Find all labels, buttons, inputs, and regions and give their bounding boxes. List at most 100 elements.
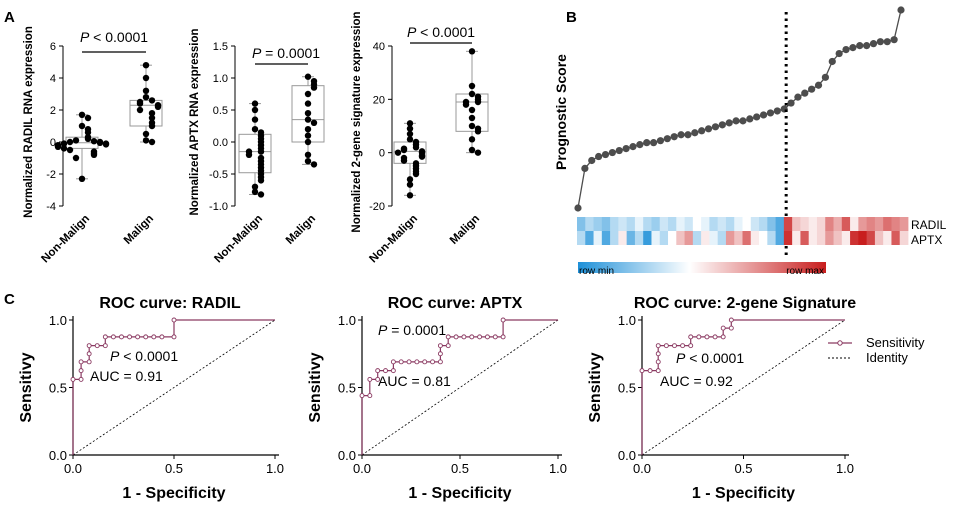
pvalue-rest: = 0.0001: [387, 322, 446, 338]
data-point: [84, 129, 92, 136]
roc-point: [437, 359, 443, 365]
prognostic-score-point: [601, 150, 610, 159]
data-point: [406, 130, 414, 138]
roc-point: [492, 334, 498, 340]
heatmap-cell: [684, 231, 694, 245]
heatmap-cell: [651, 217, 661, 231]
data-point: [412, 144, 420, 151]
roc-point: [655, 359, 661, 365]
roc-legend: Sensitivity Identity: [828, 335, 925, 365]
pvalue-p: P: [80, 29, 90, 45]
heatmap-legend-max: row max: [786, 266, 824, 277]
prognostic-score-point: [615, 146, 623, 155]
prognostic-score-point: [821, 73, 830, 81]
legend-identity-label: Identity: [866, 350, 908, 365]
roc-point: [390, 368, 396, 374]
roc-point: [102, 343, 108, 349]
prognostic-score-point: [746, 115, 754, 123]
roc-point: [171, 317, 177, 323]
roc-point: [445, 334, 451, 340]
roc-signature-ylabel: Sensitivy: [587, 352, 604, 422]
heatmap-cell: [825, 231, 834, 245]
roc-point: [655, 343, 661, 349]
boxplot-radil-category-malign: Malign: [122, 213, 156, 247]
roc-x-tick-label: 1.0: [549, 461, 567, 476]
roc-point: [696, 334, 702, 340]
prognostic-score-point: [890, 36, 898, 44]
heatmap-cell: [874, 231, 884, 245]
data-point: [304, 73, 312, 80]
prognostic-score-point: [643, 139, 651, 147]
boxplot-radil-pvalue: P < 0.0001: [80, 29, 148, 45]
roc-point: [704, 334, 710, 340]
pvalue-rest: = 0.0001: [261, 45, 320, 61]
prognostic-score-point: [622, 145, 630, 153]
prognostic-score-point: [869, 40, 878, 48]
heatmap-cell: [800, 217, 810, 231]
roc-radil-auc: AUC = 0.91: [90, 368, 163, 384]
heatmap-cell: [858, 231, 868, 245]
data-point: [102, 141, 110, 148]
data-point: [257, 148, 265, 155]
heatmap-cell: [585, 217, 594, 231]
boxplot-signature-pvalue: P < 0.0001: [407, 24, 475, 40]
heatmap-cell: [792, 231, 801, 245]
roc-point: [78, 359, 84, 365]
boxplot-aptx-pvalue: P = 0.0001: [252, 45, 320, 61]
heatmap-cell: [709, 217, 719, 231]
data-point: [142, 137, 150, 144]
heatmap-cell: [668, 217, 677, 231]
roc-point: [437, 343, 443, 349]
boxplot-signature-category-nonmalign: Non-Malign: [367, 213, 420, 266]
heatmap-cell: [899, 217, 909, 231]
roc-point: [102, 334, 108, 340]
data-point: [78, 122, 86, 130]
data-point: [142, 94, 150, 101]
data-point: [406, 125, 414, 132]
data-point: [310, 119, 318, 127]
heatmap-cell: [626, 217, 636, 231]
data-point: [406, 181, 414, 188]
boxplot-signature-category-malign: Malign: [448, 213, 482, 247]
roc-aptx-xlabel: 1 - Specificity: [408, 485, 511, 502]
roc-identity-line: [641, 319, 846, 456]
roc-y-tick-label: 0.5: [338, 381, 356, 396]
heatmap-legend-min: row min: [579, 266, 614, 277]
heatmap-cell: [676, 231, 685, 245]
prognostic-score-point: [842, 46, 850, 54]
roc-point: [70, 376, 76, 382]
roc-x-tick-label: 0.0: [633, 461, 651, 476]
heatmap-cell: [841, 217, 851, 231]
prognostic-score-point: [629, 143, 637, 151]
roc-point: [655, 351, 661, 357]
heatmap-cell: [610, 217, 619, 231]
data-point: [474, 128, 482, 135]
heatmap-cell: [750, 217, 760, 231]
roc-point: [143, 334, 149, 340]
data-point: [96, 139, 104, 146]
boxplot-signature-ylabel: Normalized 2-gene signature expression: [351, 11, 363, 232]
prognostic-score-point: [876, 38, 884, 46]
heatmap-cell: [800, 231, 810, 245]
data-point: [468, 146, 476, 154]
heatmap-cell: [883, 231, 892, 245]
prognostic-score-point: [808, 85, 816, 93]
prognostic-score-point: [581, 164, 589, 172]
boxplot-radil: -4 -2 0 2 4 6 Normalized RADIL RNA expression…: [23, 26, 163, 265]
y-tick-label: 0.0: [213, 137, 228, 149]
roc-point: [367, 376, 373, 382]
pvalue-rest: < 0.0001: [416, 24, 475, 40]
data-point: [406, 192, 414, 199]
data-point: [412, 170, 420, 178]
prognostic-score-point: [649, 139, 658, 147]
roc-radil: ROC curve: RADIL 1 - Specificity Sensiti…: [18, 295, 284, 502]
roc-point: [375, 368, 381, 374]
data-point: [66, 138, 74, 146]
prognostic-score-point: [753, 113, 761, 121]
roc-point: [86, 359, 92, 365]
roc-aptx-auc: AUC = 0.81: [378, 373, 451, 389]
data-point: [304, 90, 312, 98]
roc-aptx-title: ROC curve: APTX: [388, 295, 523, 312]
data-point: [304, 138, 312, 146]
pvalue-p: P: [407, 24, 417, 40]
